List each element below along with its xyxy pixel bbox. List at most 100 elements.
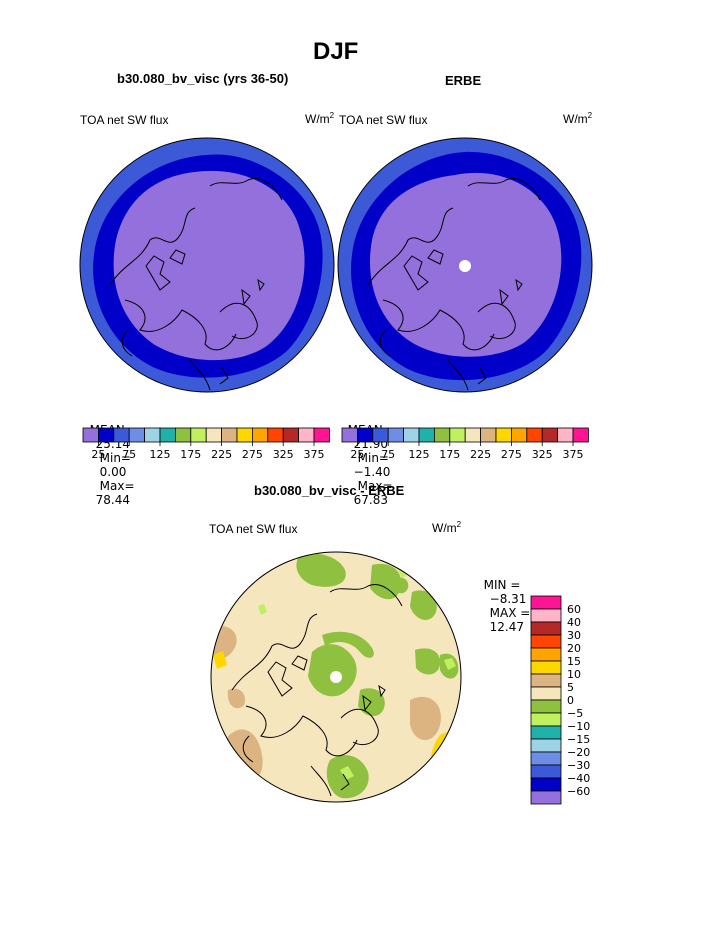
- diff-colorbar-tick-label: −10: [567, 720, 590, 733]
- right-colorbar-tick-label: 25: [350, 448, 364, 461]
- diff-green-north: [296, 553, 346, 587]
- diff-colorbar-tick-label: 10: [567, 668, 581, 681]
- diff-lightgreen-east: [444, 658, 456, 670]
- diff-pole-dot: [330, 671, 342, 683]
- diff-colorbar-box: [530, 673, 562, 688]
- left-units-exp: 2: [329, 111, 335, 120]
- left-colorbar-tick-label: 175: [180, 448, 201, 461]
- diff-colorbar-tick-label: −5: [567, 707, 583, 720]
- diff-colorbar-tick-label: −15: [567, 733, 590, 746]
- diff-tan-east: [410, 696, 441, 740]
- left-colorbar-box: [98, 427, 115, 443]
- right-colorbar-box: [495, 427, 512, 443]
- diff-colorbar-box: [530, 595, 562, 610]
- right-colorbar-box: [526, 427, 543, 443]
- left-colorbar-tick-label: 325: [273, 448, 294, 461]
- diff-colorbar-box: [530, 634, 562, 649]
- left-variable-label: TOA net SW flux: [80, 113, 169, 127]
- diff-colorbar-tick-label: −60: [567, 785, 590, 798]
- diff-colorbar-box: [530, 608, 562, 623]
- left-colorbar-tick-label: 125: [150, 448, 171, 461]
- right-pole-dot: [459, 260, 471, 272]
- right-colorbar-box: [341, 427, 358, 443]
- diff-colorbar-tick-label: 0: [567, 694, 574, 707]
- left-case-title: b30.080_bv_visc (yrs 36-50): [117, 71, 289, 86]
- right-colorbar-box: [480, 427, 497, 443]
- right-colorbar-tick-label: 175: [439, 448, 460, 461]
- left-map: [79, 137, 335, 393]
- right-colorbar-box: [372, 427, 389, 443]
- left-colorbar-box: [251, 427, 269, 443]
- left-colorbar-tick-label: 225: [211, 448, 232, 461]
- diff-tan-west2: [227, 688, 246, 709]
- right-colorbar-tick-label: 225: [470, 448, 491, 461]
- diff-stats: MIN = −8.31 MAX = 12.47: [476, 564, 531, 634]
- diff-colorbar-box: [530, 790, 562, 805]
- left-colorbar-box: [113, 427, 130, 443]
- right-variable-label: TOA net SW flux: [339, 113, 428, 127]
- diff-colorbar-tick-label: 30: [567, 629, 581, 642]
- diff-max-label: MAX =: [489, 606, 531, 620]
- diff-colorbar-box: [530, 764, 562, 779]
- right-colorbar-tick-label: 375: [563, 448, 584, 461]
- right-colorbar-box: [433, 427, 451, 443]
- diff-yellow-west: [213, 651, 227, 669]
- right-units-label: W/m2: [563, 111, 592, 126]
- left-colorbar-box: [128, 427, 145, 443]
- right-max-label: Max=: [357, 479, 393, 493]
- diff-colorbar-tick-label: −30: [567, 759, 590, 772]
- left-colorbar-tick-label: 75: [122, 448, 136, 461]
- diff-variable-label: TOA net SW flux: [209, 522, 298, 536]
- diff-lightgreen-west: [258, 604, 267, 615]
- left-min-label: Min=: [99, 451, 131, 465]
- figure-title: DJF: [313, 38, 359, 65]
- left-colorbar: 25 75 125 175 225 275 325 375: [82, 427, 330, 461]
- right-case-title: ERBE: [445, 73, 482, 88]
- right-colorbar-box: [403, 427, 420, 443]
- right-min-label: Min=: [357, 451, 389, 465]
- left-colorbar-box: [298, 427, 315, 443]
- diff-green-north2: [392, 577, 409, 594]
- diff-units-label: W/m2: [432, 520, 461, 535]
- diff-colorbar-box: [530, 725, 562, 740]
- right-colorbar-box: [510, 427, 528, 443]
- left-max-value: 78.44: [95, 493, 130, 507]
- right-map: [337, 137, 593, 393]
- right-colorbar-tick-label: 275: [501, 448, 522, 461]
- right-colorbar-box: [387, 427, 405, 443]
- diff-green-northeast2: [410, 590, 437, 620]
- diff-colorbar-box: [530, 777, 562, 792]
- right-colorbar-tick-label: 125: [409, 448, 430, 461]
- diff-case-title: b30.080_bv_visc - ERBE: [254, 483, 405, 498]
- left-max-label: Max=: [99, 479, 135, 493]
- diff-green-ring: [322, 631, 374, 658]
- diff-max-value: 12.47: [489, 620, 524, 634]
- left-colorbar-box: [267, 427, 284, 443]
- diff-colorbar-box: [530, 738, 562, 753]
- left-colorbar-box: [236, 427, 253, 443]
- right-colorbar-box: [464, 427, 482, 443]
- right-coastlines: [367, 178, 541, 391]
- left-colorbar-box: [221, 427, 238, 443]
- left-colorbar-box: [82, 427, 99, 443]
- right-colorbar-box: [356, 427, 374, 443]
- diff-colorbar-tick-label: 20: [567, 642, 581, 655]
- right-colorbar-tick-label: 75: [381, 448, 395, 461]
- diff-units-base: W/m: [432, 521, 457, 535]
- diff-units-exp: 2: [456, 520, 462, 529]
- diff-colorbar-tick-label: 15: [567, 655, 581, 668]
- diff-colorbar-tick-label: −40: [567, 772, 590, 785]
- diff-colorbar-box: [530, 621, 562, 636]
- diff-colorbar-tick-label: 5: [567, 681, 574, 694]
- diff-colorbar-box: [530, 699, 562, 714]
- diff-green-northeast: [370, 563, 402, 600]
- left-colorbar-box: [205, 427, 222, 443]
- right-units-base: W/m: [563, 112, 588, 126]
- left-purple-core: [113, 170, 305, 361]
- left-colorbar-box: [190, 427, 207, 443]
- left-units-label: W/m2: [305, 111, 334, 126]
- diff-colorbar-tick-label: 60: [567, 603, 581, 616]
- diff-colorbar-box: [530, 686, 562, 701]
- diff-green-east: [415, 648, 441, 675]
